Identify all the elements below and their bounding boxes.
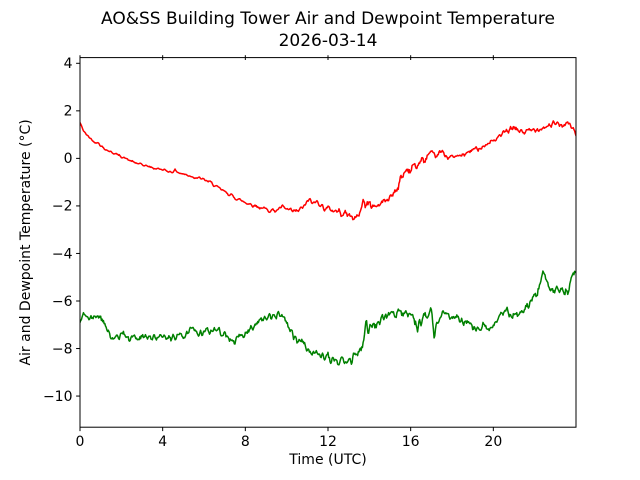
y-tick-label: 2 — [64, 104, 73, 120]
chart-title-line2: 2026-03-14 — [279, 31, 378, 51]
y-tick-label: −6 — [52, 294, 73, 310]
y-tick-label: 4 — [64, 56, 73, 72]
y-axis-label: Air and Dewpoint Temperature (°C) — [18, 119, 34, 365]
x-tick-label: 16 — [402, 434, 420, 450]
x-tick-label: 12 — [319, 434, 337, 450]
x-tick-label: 4 — [158, 434, 167, 450]
y-tick-label: −8 — [52, 341, 73, 357]
y-tick-label: −2 — [52, 199, 73, 215]
air-temperature-line — [80, 120, 576, 221]
dewpoint-temperature-line — [80, 270, 576, 366]
y-tick-label: −10 — [43, 389, 73, 405]
plot-spines — [79, 57, 577, 428]
y-tick-label: −4 — [52, 246, 73, 262]
x-axis-label: Time (UTC) — [288, 452, 366, 468]
x-tick-label: 20 — [484, 434, 502, 450]
y-tick-label: 0 — [64, 151, 73, 167]
chart-title-line1: AO&SS Building Tower Air and Dewpoint Te… — [101, 9, 555, 29]
x-tick-label: 8 — [241, 434, 250, 450]
x-tick-label: 0 — [76, 434, 85, 450]
